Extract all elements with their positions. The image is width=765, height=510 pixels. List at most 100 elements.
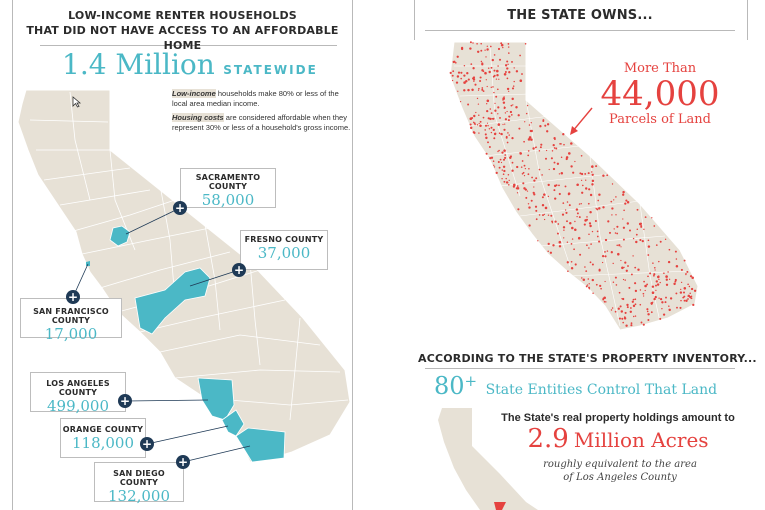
parcel-dot xyxy=(455,81,459,84)
parcel-dot xyxy=(655,280,658,283)
parcel-dot xyxy=(488,70,491,74)
arrow-icon xyxy=(570,107,593,135)
parcel-dot xyxy=(523,174,526,177)
title-underline xyxy=(40,45,337,46)
parcel-dot xyxy=(604,255,607,258)
parcel-dot xyxy=(496,73,499,77)
parcel-dot xyxy=(451,79,454,82)
parcel-dot xyxy=(618,244,621,247)
parcel-dot xyxy=(484,124,488,127)
parcel-dot xyxy=(628,229,632,232)
parcel-dot xyxy=(602,206,605,209)
parcel-dot xyxy=(652,262,654,264)
expand-sacramento-icon[interactable]: + xyxy=(173,201,187,215)
entities-stat: 80+ State Entities Control That Land xyxy=(434,372,717,400)
parcel-dot xyxy=(507,43,510,45)
parcel-dot xyxy=(639,222,643,225)
parcel-dot xyxy=(587,278,590,280)
parcel-dot xyxy=(591,171,593,173)
parcel-dot xyxy=(685,299,688,302)
parcel-dot xyxy=(512,85,515,87)
parcel-dot xyxy=(523,140,525,143)
parcel-dot xyxy=(508,52,510,54)
expand-san-diego-icon[interactable]: + xyxy=(176,455,190,469)
parcel-dot xyxy=(557,223,560,225)
parcel-dot xyxy=(490,86,493,89)
parcel-dot xyxy=(538,168,541,171)
parcel-dot xyxy=(585,218,589,221)
parcel-dot xyxy=(613,199,615,201)
expand-los-angeles-icon[interactable]: + xyxy=(118,394,132,408)
parcel-dot xyxy=(508,134,510,136)
parcel-dot xyxy=(612,281,615,283)
parcel-dot xyxy=(511,60,513,63)
parcel-dot xyxy=(583,223,586,226)
parcel-dot xyxy=(665,296,667,299)
parcel-dot xyxy=(498,132,501,134)
parcel-dot xyxy=(655,244,658,246)
entities-text: State Entities Control That Land xyxy=(485,382,718,398)
parcel-dot xyxy=(651,291,655,294)
state-parcels-map xyxy=(449,41,699,331)
parcel-dot xyxy=(496,88,499,91)
parcel-dot xyxy=(682,291,686,294)
parcel-dot xyxy=(494,102,496,105)
parcel-dot xyxy=(562,133,565,136)
parcel-dot xyxy=(586,284,589,286)
parcel-dot xyxy=(525,112,528,115)
parcel-dot xyxy=(630,322,633,325)
parcel-dot xyxy=(584,172,587,175)
parcel-dot xyxy=(510,114,513,116)
county-name: LOS ANGELES COUNTY xyxy=(46,379,110,397)
parcel-dot xyxy=(558,245,562,248)
parcel-dot xyxy=(569,222,572,225)
county-name: FRESNO COUNTY xyxy=(244,235,324,244)
parcel-dot xyxy=(511,161,514,164)
parcel-dot xyxy=(504,64,508,67)
parcel-dot xyxy=(548,168,550,171)
parcel-dot xyxy=(580,202,582,205)
parcel-dot xyxy=(585,270,588,272)
parcel-dot xyxy=(580,154,583,157)
parcel-dot xyxy=(580,179,583,182)
parcel-dot xyxy=(633,315,635,318)
parcel-dot xyxy=(650,311,653,314)
parcel-dot xyxy=(507,46,510,48)
parcel-dot xyxy=(596,208,599,211)
parcel-dot xyxy=(504,118,508,121)
parcel-dot xyxy=(463,64,466,67)
parcel-dot xyxy=(651,217,653,219)
parcel-dot xyxy=(540,143,543,146)
parcel-dot xyxy=(490,66,493,69)
parcel-dot xyxy=(533,193,536,196)
parcel-dot xyxy=(570,260,573,263)
parcel-dot xyxy=(472,76,476,79)
expand-fresno-icon[interactable]: + xyxy=(232,263,246,277)
expand-san-francisco-icon[interactable]: + xyxy=(66,290,80,304)
parcel-dot xyxy=(524,121,526,123)
parcel-dot xyxy=(472,78,476,81)
parcel-dot xyxy=(486,45,488,47)
parcel-dot xyxy=(615,196,617,198)
parcel-dot xyxy=(502,158,506,161)
parcel-dot xyxy=(639,303,642,306)
parcel-dot xyxy=(478,122,480,125)
parcel-dot xyxy=(643,280,645,283)
expand-orange-icon[interactable]: + xyxy=(140,437,154,451)
county-value: 499,000 xyxy=(46,397,110,415)
parcel-dot xyxy=(486,85,488,88)
parcel-dot xyxy=(472,42,474,44)
parcel-dot xyxy=(500,43,504,47)
parcel-dot xyxy=(457,90,459,92)
parcel-dot xyxy=(568,204,571,207)
parcel-dot xyxy=(499,158,502,161)
equivalent-line2: of Los Angeles County xyxy=(563,472,677,483)
parcel-dot xyxy=(635,233,638,236)
parcel-dot xyxy=(659,240,662,243)
parcel-dot xyxy=(610,200,613,203)
parcel-dot xyxy=(591,183,594,186)
left-panel-border-right xyxy=(352,0,353,510)
parcel-dot xyxy=(611,307,614,309)
parcel-dot xyxy=(581,184,584,187)
parcel-dot xyxy=(674,250,677,253)
